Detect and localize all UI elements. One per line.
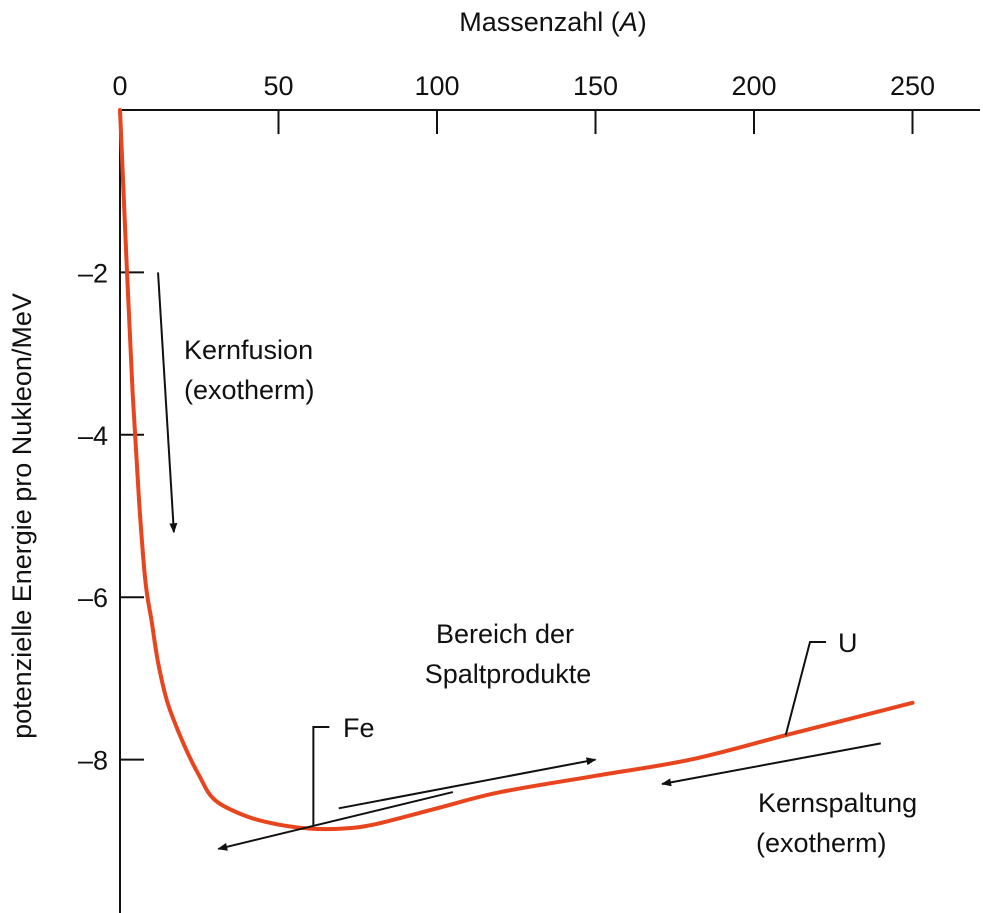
fe-leader-line xyxy=(312,726,330,827)
y-tick-label: –2 xyxy=(78,258,108,288)
x-ticks: 0 50 100 150 200 250 xyxy=(112,71,935,134)
x-tick-label: 150 xyxy=(573,71,618,101)
fusion-arrow xyxy=(157,272,178,534)
products-label-line2: Spaltprodukte xyxy=(425,659,592,689)
fission-label-line2: (exotherm) xyxy=(756,828,887,858)
x-tick-label: 0 xyxy=(112,71,127,101)
u-leader-line xyxy=(784,641,826,736)
fe-label: Fe xyxy=(343,713,375,743)
products-arrow-right xyxy=(338,757,597,810)
fission-arrow xyxy=(661,742,881,787)
x-tick-label: 200 xyxy=(731,71,776,101)
fusion-label-line1: Kernfusion xyxy=(184,335,313,365)
annotation-layer: Kernfusion (exotherm) Bereich der Spaltprod… xyxy=(157,272,917,858)
x-tick-label: 250 xyxy=(890,71,935,101)
products-label-line1: Bereich der xyxy=(436,619,574,649)
y-tick-label: –6 xyxy=(78,583,108,613)
y-ticks: –2 –4 –6 –8 xyxy=(78,258,144,776)
fission-label-line1: Kernspaltung xyxy=(758,788,917,818)
products-arrow-left xyxy=(217,791,454,851)
series-layer xyxy=(118,108,915,832)
y-tick-label: –4 xyxy=(78,421,108,451)
x-tick-label: 100 xyxy=(414,71,459,101)
fusion-label-line2: (exotherm) xyxy=(184,375,315,405)
y-axis-title: potenzielle Energie pro Nukleon/MeV xyxy=(7,293,37,739)
y-tick-label: –8 xyxy=(78,746,108,776)
u-label: U xyxy=(838,628,858,658)
series-line-0 xyxy=(118,108,915,832)
x-axis-title: Massenzahl (A) xyxy=(459,7,647,37)
x-tick-label: 50 xyxy=(263,71,293,101)
